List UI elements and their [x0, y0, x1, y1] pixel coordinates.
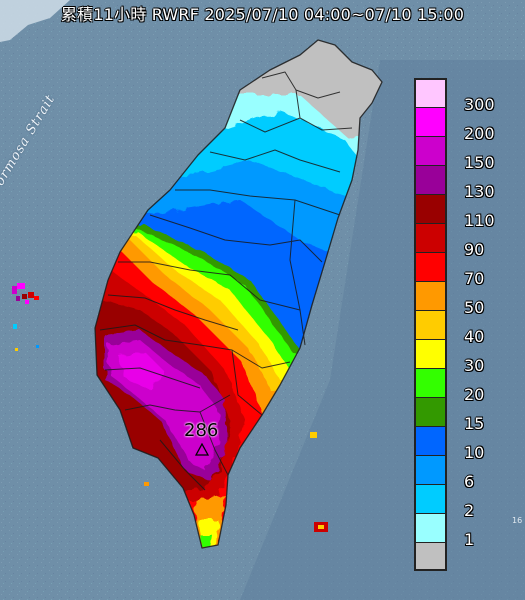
legend-swatch — [414, 136, 447, 165]
green-island — [310, 432, 317, 438]
legend-label: 15 — [464, 414, 485, 433]
rainfall-legend: 300 200 150 130 110 90 70 50 40 30 20 15 10 6 2 1 — [414, 78, 518, 572]
legend-label: 6 — [464, 472, 475, 491]
legend-label: 70 — [464, 269, 485, 288]
legend-item: 6 — [414, 455, 518, 491]
legend-swatch — [414, 310, 447, 339]
legend-swatch — [414, 252, 447, 281]
legend-label: 200 — [464, 124, 495, 143]
legend-item: 300 — [414, 78, 518, 114]
corner-text: 16 — [512, 516, 523, 525]
east-sea-shade — [240, 60, 525, 600]
legend-swatch — [414, 223, 447, 252]
legend-swatch — [414, 484, 447, 513]
mainland-coast — [0, 0, 70, 42]
legend-item: 15 — [414, 397, 518, 433]
legend-swatch — [414, 194, 447, 223]
legend-item: 200 — [414, 107, 518, 143]
legend-label: 50 — [464, 298, 485, 317]
legend-label: 150 — [464, 153, 495, 172]
legend-item: 10 — [414, 426, 518, 462]
legend-label: 300 — [464, 95, 495, 114]
legend-item: 1 — [414, 513, 518, 549]
legend-label: 2 — [464, 501, 475, 520]
legend-label: 10 — [464, 443, 485, 462]
triangle-marker-icon — [195, 443, 209, 456]
legend-item: 110 — [414, 194, 518, 230]
legend-label: 130 — [464, 182, 495, 201]
legend-item: 130 — [414, 165, 518, 201]
orchid-island — [314, 522, 328, 532]
max-rainfall-label: 286 — [184, 420, 219, 441]
legend-swatch — [414, 339, 447, 368]
legend-label: 20 — [464, 385, 485, 404]
legend-swatch — [414, 281, 447, 310]
legend-label: 1 — [464, 530, 475, 549]
legend-item: 20 — [414, 368, 518, 404]
legend-swatch — [414, 107, 447, 136]
legend-swatch — [414, 513, 447, 542]
legend-swatch — [414, 368, 447, 397]
xiao-liuqiu — [144, 482, 149, 486]
legend-swatch — [414, 78, 447, 107]
legend-label: 110 — [464, 211, 495, 230]
legend-item — [414, 542, 518, 571]
legend-swatch — [414, 426, 447, 455]
legend-item: 2 — [414, 484, 518, 520]
map-title: 累積11小時 RWRF 2025/07/10 04:00~07/10 15:00 — [60, 5, 465, 24]
legend-label: 40 — [464, 327, 485, 346]
legend-swatch — [414, 542, 447, 571]
legend-item: 50 — [414, 281, 518, 317]
legend-swatch — [414, 397, 447, 426]
legend-label: 90 — [464, 240, 485, 259]
legend-item: 90 — [414, 223, 518, 259]
legend-label: 30 — [464, 356, 485, 375]
legend-item: 40 — [414, 310, 518, 346]
legend-swatch — [414, 165, 447, 194]
legend-item: 70 — [414, 252, 518, 288]
county-boundaries — [94, 39, 383, 549]
legend-swatch — [414, 455, 447, 484]
legend-item: 150 — [414, 136, 518, 172]
legend-item: 30 — [414, 339, 518, 375]
penghu-islands — [12, 283, 39, 351]
